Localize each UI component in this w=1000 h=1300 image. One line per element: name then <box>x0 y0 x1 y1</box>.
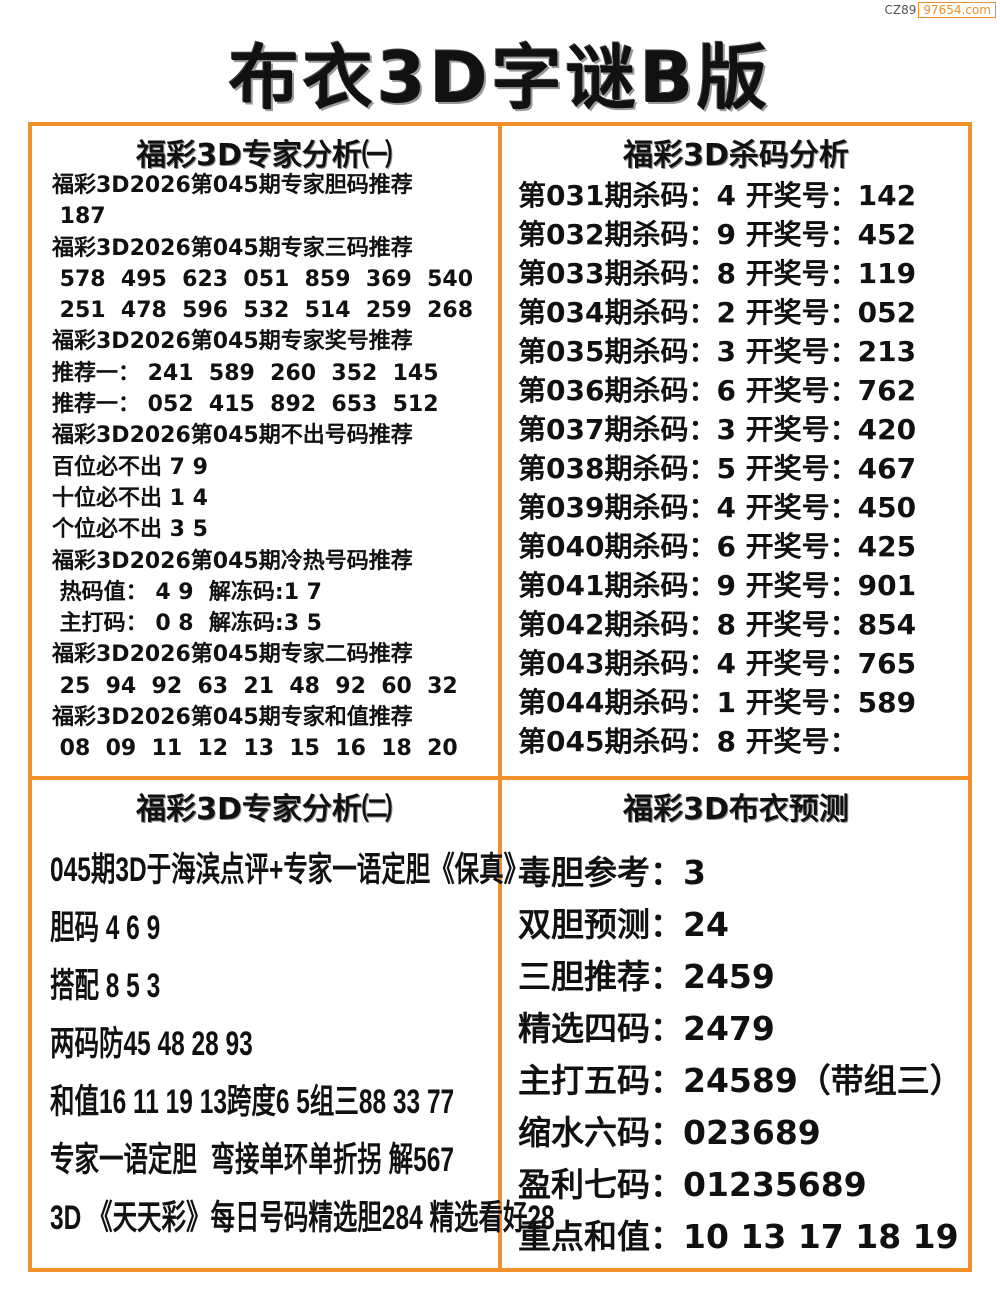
text-line: 第043期杀码：4 开奖号：765 <box>518 647 917 680</box>
text-line: 胆码 4 6 9 <box>50 909 161 947</box>
text-line: 08 09 11 12 13 15 16 18 20 <box>52 736 458 762</box>
vertical-divider <box>498 122 502 1272</box>
text-line: 第039期杀码：4 开奖号：450 <box>518 491 917 524</box>
text-line: 重点和值：10 13 17 18 19 <box>518 1217 959 1256</box>
text-line: 第038期杀码：5 开奖号：467 <box>518 452 917 485</box>
text-line: 25 94 92 63 21 48 92 60 32 <box>52 673 458 699</box>
text-line: 精选四码：2479 <box>518 1009 775 1048</box>
text-line: 045期3D于海滨点评+专家一语定胆《保真》 <box>50 851 529 889</box>
page-title: 布衣3D字谜B版 <box>228 37 772 119</box>
text-line: 第045期杀码：8 开奖号： <box>518 725 858 758</box>
text-line: 福彩3D2026第045期专家奖号推荐 <box>52 329 413 355</box>
buyi-prediction-lines: 毒胆参考：3 双胆预测：24 三胆推荐：2459 精选四码：2479 主打五码：2458… <box>518 847 963 1263</box>
text-line: 主打五码：24589（带组三） <box>518 1061 963 1100</box>
text-line: 百位必不出 7 9 <box>52 454 208 480</box>
text-line: 第032期杀码：9 开奖号：452 <box>518 218 917 251</box>
text-line: 福彩3D2026第045期专家二码推荐 <box>52 642 413 668</box>
text-line: 和值16 11 19 13跨度6 5组三88 33 77 <box>50 1083 455 1121</box>
text-line: 187 <box>52 204 106 230</box>
expert-analysis-1-heading: 福彩3D专家分析㈠ <box>136 138 392 173</box>
text-line: 搭配 8 5 3 <box>50 967 161 1005</box>
horizontal-divider <box>28 776 972 780</box>
text-line: 盈利七码：01235689 <box>518 1165 867 1204</box>
text-line: 双胆预测：24 <box>518 905 729 944</box>
text-line: 578 495 623 051 859 369 540 <box>52 266 474 292</box>
expert-analysis-2-lines: 045期3D于海滨点评+专家一语定胆《保真》 胆码 4 6 9 搭配 8 5 3 两码… <box>50 841 751 1247</box>
text-line: 第033期杀码：8 开奖号：119 <box>518 257 917 290</box>
text-line: 福彩3D2026第045期专家胆码推荐 <box>52 173 413 198</box>
text-line: 福彩3D2026第045期专家和值推荐 <box>52 705 413 731</box>
text-line: 第040期杀码：6 开奖号：425 <box>518 530 917 563</box>
text-line: 十位必不出 1 4 <box>52 485 208 511</box>
expert-analysis-1-lines: 福彩3D2026第045期专家胆码推荐 187 福彩3D2026第045期专家三码… <box>52 170 473 765</box>
text-line: 第044期杀码：1 开奖号：589 <box>518 686 917 719</box>
watermark: CZ89 97654.com <box>884 2 996 18</box>
text-line: 第036期杀码：6 开奖号：762 <box>518 374 917 407</box>
text-line: 热码值： 4 9 解冻码:1 7 <box>52 579 322 605</box>
watermark-prefix: CZ89 <box>884 3 917 17</box>
kill-analysis-lines: 第031期杀码：4 开奖号：142 第032期杀码：9 开奖号：452 第033期杀… <box>518 176 916 761</box>
text-line: 两码防45 48 28 93 <box>50 1025 253 1063</box>
text-line: 3D 《天天彩》每日号码精选胆284 精选看好28 <box>50 1199 555 1237</box>
text-line: 三胆推荐：2459 <box>518 957 775 996</box>
watermark-site: 97654.com <box>918 2 996 18</box>
text-line: 福彩3D2026第045期专家三码推荐 <box>52 235 413 261</box>
text-line: 推荐一： 052 415 892 653 512 <box>52 392 439 418</box>
expert-analysis-2-heading: 福彩3D专家分析㈡ <box>136 792 392 827</box>
text-line: 缩水六码：023689 <box>518 1113 821 1152</box>
kill-analysis-heading: 福彩3D杀码分析 <box>623 138 849 173</box>
text-line: 251 478 596 532 514 259 268 <box>52 298 474 324</box>
text-line: 第042期杀码：8 开奖号：854 <box>518 608 917 641</box>
text-line: 推荐一： 241 589 260 352 145 <box>52 360 439 386</box>
text-line: 第031期杀码：4 开奖号：142 <box>518 179 917 212</box>
buyi-prediction-heading: 福彩3D布衣预测 <box>623 792 849 827</box>
text-line: 福彩3D2026第045期不出号码推荐 <box>52 423 413 449</box>
text-line: 毒胆参考：3 <box>518 853 706 892</box>
text-line: 第041期杀码：9 开奖号：901 <box>518 569 917 602</box>
text-line: 福彩3D2026第045期冷热号码推荐 <box>52 548 413 574</box>
text-line: 第034期杀码：2 开奖号：052 <box>518 296 917 329</box>
text-line: 个位必不出 3 5 <box>52 517 208 543</box>
text-line: 专家一语定胆 弯接单环单折拐 解567 <box>50 1141 454 1179</box>
text-line: 主打码： 0 8 解冻码:3 5 <box>52 611 322 637</box>
text-line: 第037期杀码：3 开奖号：420 <box>518 413 917 446</box>
text-line: 第035期杀码：3 开奖号：213 <box>518 335 917 368</box>
